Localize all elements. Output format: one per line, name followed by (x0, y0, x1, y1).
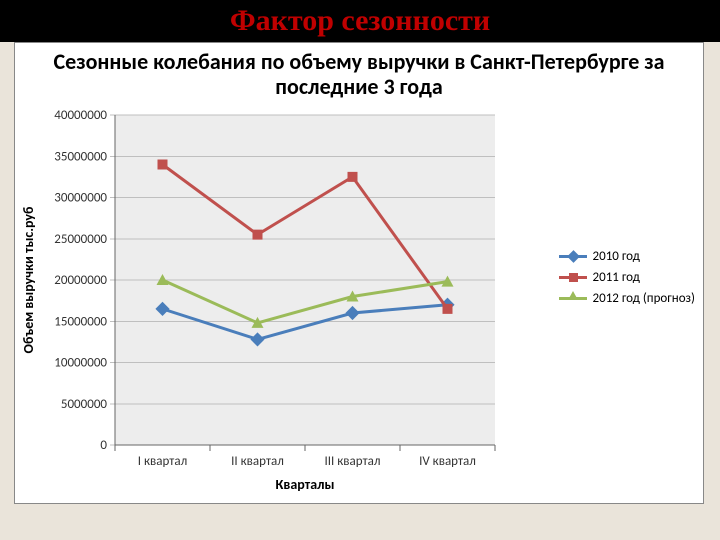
legend-swatch (559, 276, 587, 279)
legend-marker-icon (567, 250, 580, 263)
ytick-label: 15000000 (54, 314, 107, 329)
ytick-label: 40000000 (54, 108, 107, 123)
ytick-label: 5000000 (61, 397, 108, 412)
legend-item: 2010 год (559, 249, 695, 264)
legend-marker-icon (569, 273, 578, 282)
legend-swatch (559, 255, 587, 258)
ytick-label: 0 (100, 438, 107, 453)
legend-item: 2012 год (прогноз) (559, 291, 695, 306)
legend-label: 2012 год (прогноз) (593, 291, 695, 306)
series-marker (443, 304, 453, 314)
ytick-label: 25000000 (54, 232, 107, 247)
legend-swatch (559, 297, 587, 300)
chart-title: Сезонные колебания по объему выручки в С… (15, 49, 703, 100)
series-marker (348, 172, 358, 182)
xtick-label: I квартал (138, 454, 187, 469)
xtick-label: II квартал (231, 454, 284, 469)
xtick-label: IV квартал (419, 454, 476, 469)
ytick-label: 20000000 (54, 273, 107, 288)
legend: 2010 год 2011 год 2012 год (прогноз) (559, 243, 695, 312)
chart-panel: Сезонные колебания по объему выручки в С… (14, 42, 704, 504)
ytick-label: 10000000 (54, 356, 107, 371)
legend-label: 2010 год (593, 249, 640, 264)
xtick-label: III квартал (325, 454, 381, 469)
ytick-label: 30000000 (54, 191, 107, 206)
series-marker (158, 160, 168, 170)
legend-item: 2011 год (559, 270, 695, 285)
x-axis-title: Кварталы (276, 476, 335, 493)
legend-marker-icon (568, 291, 578, 300)
y-axis-title: Объем выручки тыс.руб (20, 206, 37, 353)
ytick-label: 35000000 (54, 149, 107, 164)
series-marker (253, 230, 263, 240)
chart-svg: 0 5000000 10000000 15000000 20000000 25000000… (15, 107, 535, 502)
banner: Фактор сезонности (0, 0, 720, 42)
legend-label: 2011 год (593, 270, 640, 285)
banner-title: Фактор сезонности (230, 4, 490, 38)
slide-page: Фактор сезонности Сезонные колебания по … (0, 0, 720, 540)
x-axis: I квартал II квартал III квартал IV квартал (115, 445, 495, 469)
